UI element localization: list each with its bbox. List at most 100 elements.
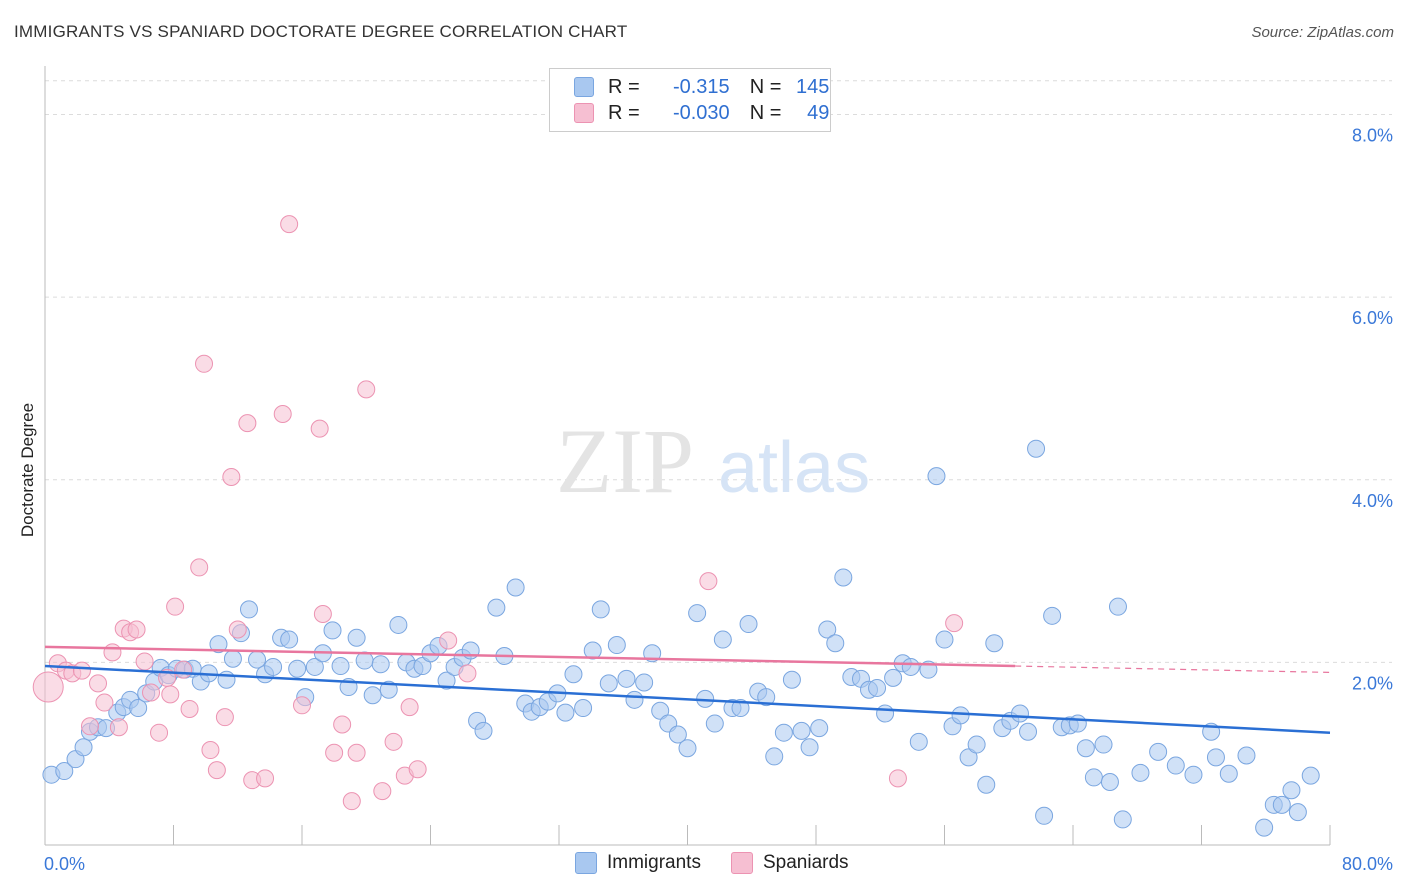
immigrants-point: [239, 600, 258, 619]
y-tick-label: 8.0%: [1352, 126, 1393, 146]
immigrants-point: [1010, 704, 1029, 723]
immigrants-point: [757, 688, 776, 707]
immigrants-point: [731, 699, 750, 718]
immigrants-point: [1255, 818, 1274, 837]
immigrants-point: [959, 748, 978, 767]
immigrants-point: [74, 738, 93, 757]
watermark-zip: ZIP: [556, 410, 694, 512]
immigrants-point: [651, 701, 670, 720]
legend-row-immigrants: R = -0.315 N = 145: [574, 75, 829, 99]
y-tick-label: 6.0%: [1352, 308, 1393, 328]
immigrants-point: [826, 634, 845, 653]
spaniards-point: [150, 723, 169, 742]
spaniards-point: [347, 743, 366, 762]
immigrants-point: [1282, 781, 1301, 800]
gridlines: [45, 80, 1392, 663]
immigrants-point: [977, 775, 996, 794]
spaniards-point: [174, 660, 193, 679]
immigrants-point: [884, 668, 903, 687]
immigrants-point: [765, 747, 784, 766]
immigrants-point: [1100, 772, 1119, 791]
spaniards-point: [310, 419, 329, 438]
immigrants-point: [868, 678, 887, 697]
immigrants-point: [305, 657, 324, 676]
immigrants-point: [389, 615, 408, 634]
immigrants-point: [1076, 739, 1095, 758]
immigrants-point: [1206, 748, 1225, 767]
immigrants-point: [591, 600, 610, 619]
immigrants-point: [951, 706, 970, 725]
spaniards-point: [384, 732, 403, 751]
immigrants-point: [1184, 765, 1203, 784]
spaniards-point: [201, 741, 220, 760]
immigrants-swatch: [575, 852, 597, 874]
immigrants-point: [1272, 795, 1291, 814]
spaniards-point: [103, 643, 122, 662]
immigrants-swatch: [574, 77, 594, 97]
immigrants-point: [506, 578, 525, 597]
immigrants-point: [1166, 756, 1185, 775]
spaniards-point: [190, 558, 209, 577]
immigrants-point: [209, 635, 228, 654]
spaniards-point: [357, 380, 376, 399]
immigrants-point: [323, 621, 342, 640]
spaniards-point: [945, 614, 964, 633]
spaniards-swatch: [574, 103, 594, 123]
spaniards-point: [699, 572, 718, 591]
spaniards-point: [400, 698, 419, 717]
n-value: 145: [796, 75, 830, 98]
immigrants-point: [635, 673, 654, 692]
legend-item-spaniards[interactable]: Spaniards: [730, 852, 849, 874]
immigrants-point: [967, 735, 986, 754]
spaniards-trend-line: [44, 645, 1016, 668]
immigrants-point: [264, 657, 283, 676]
trend-lines: [44, 645, 1331, 734]
axes: [44, 66, 1331, 846]
immigrants-point: [371, 655, 390, 674]
immigrants-point: [927, 467, 946, 486]
spaniards-point: [72, 661, 91, 680]
immigrants-point: [810, 719, 829, 738]
spaniards-point: [222, 468, 241, 487]
n-label: N =: [749, 101, 782, 124]
y-tick-label: 4.0%: [1352, 491, 1393, 511]
spaniards-point: [89, 674, 108, 693]
immigrants-point: [331, 657, 350, 676]
legend-item-immigrants[interactable]: Immigrants: [575, 852, 701, 874]
spaniards-point: [95, 693, 114, 712]
immigrants-point: [487, 598, 506, 617]
immigrants-point: [583, 641, 602, 660]
immigrants-point: [1035, 806, 1054, 825]
immigrants-point: [607, 636, 626, 655]
immigrants-point: [564, 665, 583, 684]
immigrants-point: [985, 634, 1004, 653]
n-value: 49: [807, 101, 830, 124]
immigrants-point: [1068, 714, 1087, 733]
immigrants-point: [1084, 768, 1103, 787]
source-label: Source: ZipAtlas.com: [1251, 24, 1394, 41]
r-value: -0.030: [672, 101, 730, 124]
immigrants-point: [55, 762, 74, 781]
immigrants-point: [705, 714, 724, 733]
immigrants-point: [1301, 766, 1320, 785]
immigrants-point: [1019, 722, 1038, 741]
immigrants-point: [413, 657, 432, 676]
immigrants-point: [935, 630, 954, 649]
immigrants-point: [834, 568, 853, 587]
immigrants-point: [223, 649, 242, 668]
spaniards-point: [408, 760, 427, 779]
immigrants-point: [363, 686, 382, 705]
immigrants-point: [1113, 810, 1132, 829]
spaniards-point: [180, 699, 199, 718]
spaniards-point: [238, 414, 257, 433]
immigrants-point: [909, 732, 928, 751]
immigrants-point: [1237, 746, 1256, 765]
spaniards-point: [80, 717, 99, 736]
spaniards-point: [142, 683, 161, 702]
tick-labels: 2.0% 4.0% 6.0% 8.0% 0.0% 80.0%: [44, 126, 1393, 874]
spaniards-point: [342, 792, 361, 811]
immigrants-point: [876, 704, 895, 723]
immigrants-point: [1149, 742, 1168, 761]
immigrants-point: [668, 725, 687, 744]
